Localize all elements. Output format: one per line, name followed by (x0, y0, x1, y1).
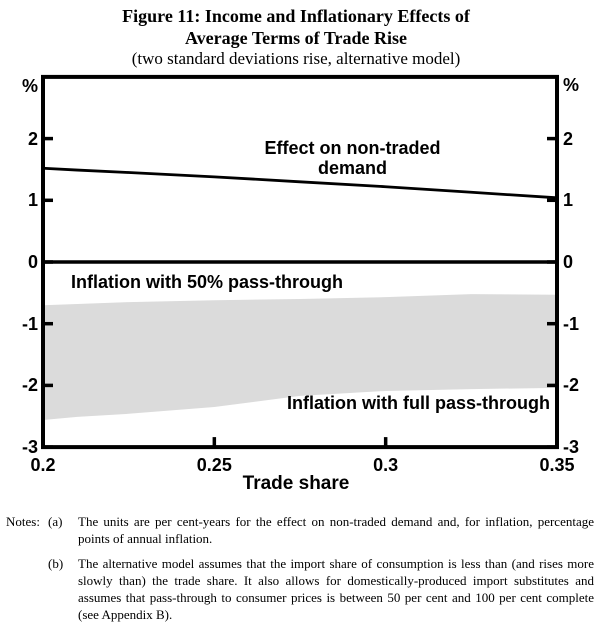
y-tick-label: 2 (563, 128, 574, 149)
x-tick-label: 0.2 (30, 455, 56, 475)
inflation-band (43, 294, 557, 420)
y-tick-label: -2 (563, 375, 580, 396)
note-b-marker: (b) (48, 556, 64, 571)
notes-label: Notes: (6, 514, 40, 529)
x-tick-label: 0.25 (196, 455, 232, 475)
x-tick-label: 0.35 (539, 455, 575, 475)
figure-header: Figure 11: Income and Inflationary Effec… (6, 5, 586, 69)
figure-title-line1: Figure 11: Income and Inflationary Effec… (122, 6, 470, 26)
y-tick-label: 2 (27, 128, 38, 149)
series-label-non-traded-demand: Effect on non-traded demand (264, 138, 441, 178)
series-label-full-pass-through: Inflation with full pass-through (287, 393, 550, 413)
y-tick-label: 0 (27, 252, 38, 272)
x-axis-title: Trade share (242, 473, 350, 494)
x-tick-label: 0.3 (373, 455, 399, 475)
note-a-marker: (a) (48, 514, 63, 529)
note-a-text: The units are per cent-years for the eff… (78, 514, 594, 546)
notes-section: Notes: (a) The units are per cent-years … (6, 513, 596, 623)
y-axis-unit-right: % (563, 75, 580, 95)
y-tick-label: 0 (563, 252, 574, 272)
note-a: Notes: (a) The units are per cent-years … (6, 513, 596, 547)
y-tick-label: 1 (563, 190, 574, 211)
y-tick-label: -1 (21, 313, 38, 334)
y-axis-unit-left: % (21, 76, 38, 96)
note-b-text: The alternative model assumes that the i… (78, 556, 594, 622)
y-tick-label: 1 (27, 190, 38, 211)
note-b: (b) The alternative model assumes that t… (6, 555, 596, 623)
non-traded-demand-line (42, 166, 558, 200)
y-tick-label: -3 (21, 437, 38, 458)
figure-title-line2: Average Terms of Trade Rise (185, 28, 407, 48)
axis-tick-marks (43, 136, 557, 449)
y-tick-label: -2 (21, 375, 38, 396)
figure-subtitle: (two standard deviations rise, alternati… (131, 49, 461, 68)
y-tick-label: -3 (563, 437, 580, 458)
y-tick-label: -1 (563, 313, 580, 334)
series-label-50-pass-through: Inflation with 50% pass-through (71, 272, 344, 292)
